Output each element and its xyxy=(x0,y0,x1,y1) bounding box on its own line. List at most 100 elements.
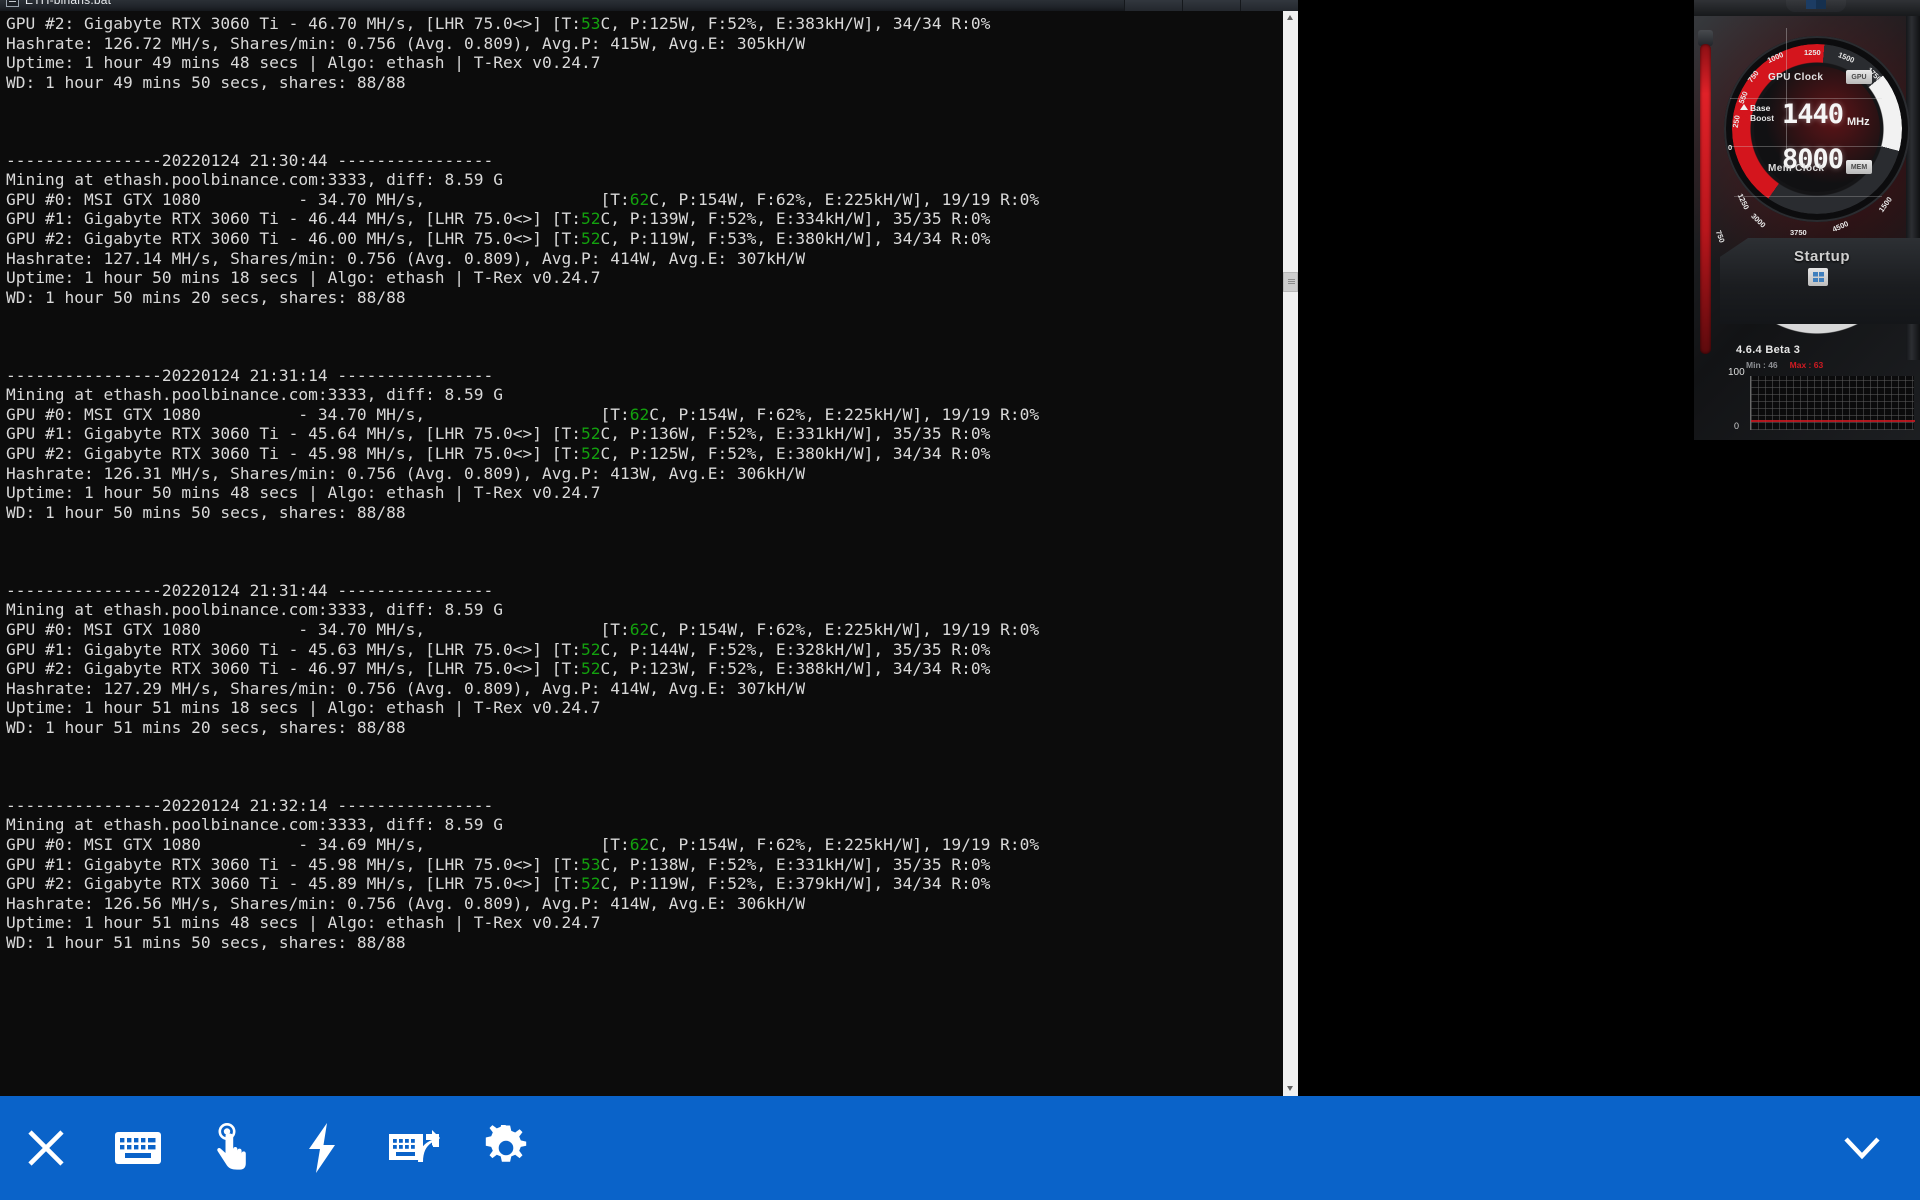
log-line-pool: Mining at ethash.poolbinance.com:3333, d… xyxy=(6,815,504,835)
lightning-bolt-icon xyxy=(309,1123,335,1173)
scroll-up-arrow[interactable] xyxy=(1283,11,1298,26)
graph-axis-top-label: 100 xyxy=(1728,367,1745,378)
log-line-hashrate: Hashrate: 126.72 MH/s, Shares/min: 0.756… xyxy=(6,33,806,53)
window-titlebar[interactable]: ETH-binans.bat – □ ✕ xyxy=(0,0,1298,11)
mem-clock-value: 8000 xyxy=(1782,144,1844,175)
log-line-uptime: Uptime: 1 hour 50 mins 18 secs | Algo: e… xyxy=(6,268,601,288)
settings-button[interactable] xyxy=(460,1096,552,1200)
scroll-track[interactable] xyxy=(1283,26,1298,1081)
log-line-gpu: GPU #1: Gigabyte RTX 3060 Ti - 46.44 MH/… xyxy=(6,209,991,229)
base-label: Base xyxy=(1750,103,1771,113)
minmax-readout: Min : 46 Max : 63 xyxy=(1746,360,1823,370)
log-line-blank xyxy=(6,327,1283,347)
mem-tick-3750: 3750 xyxy=(1790,228,1807,237)
dial-tick-0: 0 xyxy=(1728,143,1733,152)
gpu-temp-value: 52 xyxy=(581,424,601,444)
afterburner-top-strip xyxy=(1694,0,1920,16)
log-line-gpu: GPU #2: Gigabyte RTX 3060 Ti - 46.00 MH/… xyxy=(6,229,991,249)
log-line-watchdog: WD: 1 hour 49 mins 50 secs, shares: 88/8… xyxy=(6,72,406,92)
log-line-hashrate: Hashrate: 127.14 MH/s, Shares/min: 0.756… xyxy=(6,248,806,268)
log-line-pool: Mining at ethash.poolbinance.com:3333, d… xyxy=(6,600,504,620)
log-line-blank xyxy=(6,737,1283,757)
log-line-gpu: GPU #1: Gigabyte RTX 3060 Ti - 45.63 MH/… xyxy=(6,639,991,659)
mem-chip-badge[interactable]: MEM xyxy=(1846,160,1872,174)
log-line-pool: Mining at ethash.poolbinance.com:3333, d… xyxy=(6,170,504,190)
dial-grid-horizontal-1 xyxy=(1730,98,1882,99)
msi-afterburner-overlay[interactable]: 550 750 1000 1250 1500 1750 0 250 1250 3… xyxy=(1694,0,1920,464)
log-block-header: ----------------20220124 21:32:14 ------… xyxy=(6,795,494,815)
chevron-down-icon xyxy=(1844,1137,1880,1160)
log-line-blank xyxy=(6,522,1283,542)
log-line-blank xyxy=(6,112,1283,132)
log-line-blank xyxy=(6,757,1283,777)
log-block-header: ----------------20220124 21:31:14 ------… xyxy=(6,365,494,385)
minimize-button[interactable]: – xyxy=(1124,0,1182,11)
log-line-blank xyxy=(6,92,1283,112)
dial-grid-vertical xyxy=(1786,28,1787,158)
dial-grid-horizontal-2 xyxy=(1730,146,1882,147)
log-line-blank xyxy=(6,561,1283,581)
console-output[interactable]: GPU #2: Gigabyte RTX 3060 Ti - 46.70 MH/… xyxy=(0,11,1283,1096)
afterburner-version: 4.6.4 Beta 3 xyxy=(1736,344,1801,356)
maximize-button[interactable]: □ xyxy=(1182,0,1240,11)
send-keys-button[interactable] xyxy=(368,1096,460,1200)
log-line-blank xyxy=(6,776,1283,796)
gpu-temp-value: 62 xyxy=(629,619,650,639)
close-button[interactable]: ✕ xyxy=(1240,0,1298,11)
close-icon xyxy=(28,1130,64,1166)
log-line-gpu: GPU #0: MSI GTX 1080 - 34.70 MH/s, [T:62… xyxy=(6,189,1040,209)
keyboard-button[interactable] xyxy=(92,1096,184,1200)
log-line-gpu: GPU #2: Gigabyte RTX 3060 Ti - 45.89 MH/… xyxy=(6,874,991,894)
collapse-toolbar-button[interactable] xyxy=(1804,1096,1920,1200)
gpu-temp-value: 62 xyxy=(629,404,650,424)
log-line-gpu: GPU #1: Gigabyte RTX 3060 Ti - 45.98 MH/… xyxy=(6,854,991,874)
gpu-temp-value: 52 xyxy=(581,229,601,249)
minimize-icon: – xyxy=(1150,10,1156,11)
log-line-watchdog: WD: 1 hour 50 mins 50 secs, shares: 88/8… xyxy=(6,502,406,522)
graph-axis-bottom-label: 0 xyxy=(1734,421,1740,431)
log-line-blank xyxy=(6,307,1283,327)
close-session-button[interactable] xyxy=(0,1096,92,1200)
quick-actions-button[interactable] xyxy=(276,1096,368,1200)
gear-icon xyxy=(485,1125,527,1162)
window-title: ETH-binans.bat xyxy=(25,0,112,7)
remote-control-toolbar xyxy=(0,1096,1920,1200)
gpu-clock-unit: MHz xyxy=(1847,116,1870,128)
console-scrollbar[interactable] xyxy=(1283,11,1298,1096)
keyboard-icon xyxy=(115,1132,161,1164)
windows-startup-toggle[interactable] xyxy=(1808,268,1828,286)
scroll-thumb[interactable] xyxy=(1283,272,1298,292)
min-value: Min : 46 xyxy=(1746,360,1778,370)
log-line-uptime: Uptime: 1 hour 49 mins 48 secs | Algo: e… xyxy=(6,53,601,73)
max-value: Max : 63 xyxy=(1789,360,1824,370)
gpu-temp-value: 52 xyxy=(581,874,601,894)
boost-label: Boost xyxy=(1750,113,1775,123)
log-line-hashrate: Hashrate: 126.56 MH/s, Shares/min: 0.756… xyxy=(6,893,806,913)
history-graph[interactable] xyxy=(1750,376,1915,430)
log-line-watchdog: WD: 1 hour 51 mins 50 secs, shares: 88/8… xyxy=(6,932,406,952)
windows-logo-icon xyxy=(1812,272,1824,282)
log-line-hashrate: Hashrate: 127.29 MH/s, Shares/min: 0.756… xyxy=(6,678,806,698)
log-line-blank xyxy=(6,542,1283,562)
gpu-temp-value: 62 xyxy=(629,189,650,209)
dial-tick-1250: 1250 xyxy=(1804,48,1821,57)
gpu-temp-value: 52 xyxy=(581,209,601,229)
maximize-icon: □ xyxy=(1208,10,1215,11)
gpu-temp-value: 53 xyxy=(581,14,601,33)
startup-label: Startup xyxy=(1794,248,1850,265)
log-line-gpu: GPU #2: Gigabyte RTX 3060 Ti - 46.97 MH/… xyxy=(6,659,991,679)
gpu-temp-value: 52 xyxy=(581,659,601,679)
log-block-header: ----------------20220124 21:30:44 ------… xyxy=(6,150,494,170)
log-line-gpu: GPU #0: MSI GTX 1080 - 34.69 MH/s, [T:62… xyxy=(6,834,1040,854)
gpu-temp-value: 52 xyxy=(581,639,601,659)
scroll-down-arrow[interactable] xyxy=(1283,1081,1298,1096)
touch-mode-button[interactable] xyxy=(184,1096,276,1200)
log-line-gpu: GPU #0: MSI GTX 1080 - 34.70 MH/s, [T:62… xyxy=(6,619,1040,639)
history-graph-line xyxy=(1751,420,1915,422)
gpu-temp-value: 53 xyxy=(581,854,601,874)
gpu-chip-badge[interactable]: GPU xyxy=(1846,70,1872,84)
touch-pointer-icon xyxy=(217,1123,246,1170)
keyboard-send-icon xyxy=(389,1130,440,1162)
log-line-gpu: GPU #2: Gigabyte RTX 3060 Ti - 46.70 MH/… xyxy=(6,14,991,33)
log-line-uptime: Uptime: 1 hour 51 mins 48 secs | Algo: e… xyxy=(6,913,601,933)
